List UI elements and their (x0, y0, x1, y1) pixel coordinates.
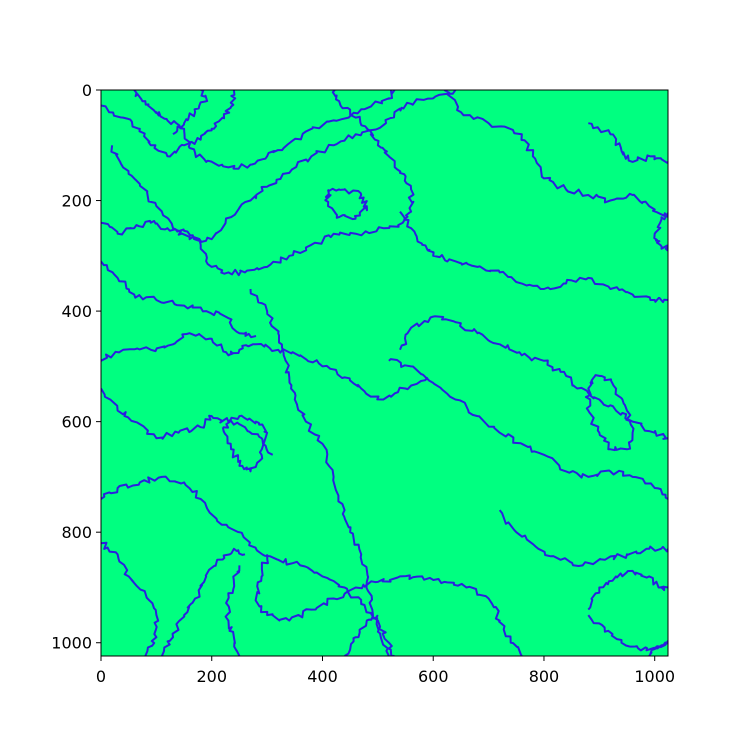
boundary-line-7 (249, 288, 390, 656)
boundary-line-25 (324, 187, 368, 221)
boundary-line-14 (101, 475, 395, 656)
x-tick-label: 1000 (634, 667, 675, 686)
x-tick-label: 800 (529, 667, 560, 686)
boundary-line-10 (399, 210, 668, 304)
y-tick-label: 400 (61, 302, 92, 321)
y-tick-label: 1000 (51, 634, 92, 653)
y-tick-label: 200 (61, 192, 92, 211)
boundary-line-4 (101, 90, 415, 277)
boundary-line-12 (588, 122, 668, 164)
boundary-line-24 (221, 414, 269, 473)
x-axis: 0 200 400 600 800 1000 (96, 656, 675, 686)
boundary-line-27 (344, 614, 379, 656)
axes-frame (100, 89, 669, 657)
boundary-line-21 (587, 614, 668, 652)
x-tick-label: 600 (418, 667, 449, 686)
boundary-line-13 (101, 387, 274, 456)
boundary-line-3 (110, 90, 457, 243)
x-tick-label: 200 (196, 667, 227, 686)
boundary-line-26 (653, 210, 668, 252)
region-boundaries (101, 90, 668, 656)
boundary-line-5 (101, 260, 257, 339)
y-axis: 0 200 400 600 800 1000 (51, 81, 101, 653)
x-tick-label: 400 (307, 667, 338, 686)
boundary-line-17 (224, 565, 241, 656)
boundary-line-22 (648, 640, 668, 656)
boundary-line-6 (101, 332, 429, 401)
boundary-line-19 (498, 509, 668, 567)
x-tick-label: 0 (96, 667, 106, 686)
boundary-line-18 (254, 554, 523, 656)
boundary-line-8 (399, 315, 668, 440)
boundary-line-16 (160, 547, 246, 656)
boundary-line-23 (584, 374, 635, 452)
y-tick-label: 800 (61, 523, 92, 542)
heatmap-image (101, 90, 668, 656)
boundary-line-20 (587, 569, 668, 611)
boundary-line-1 (133, 90, 396, 170)
boundary-line-11 (443, 90, 668, 218)
boundary-line-15 (101, 541, 160, 656)
boundary-line-9 (388, 358, 668, 500)
y-tick-label: 600 (61, 413, 92, 432)
y-tick-label: 0 (82, 81, 92, 100)
boundary-line-2 (172, 90, 209, 136)
boundary-line-0 (101, 90, 237, 158)
